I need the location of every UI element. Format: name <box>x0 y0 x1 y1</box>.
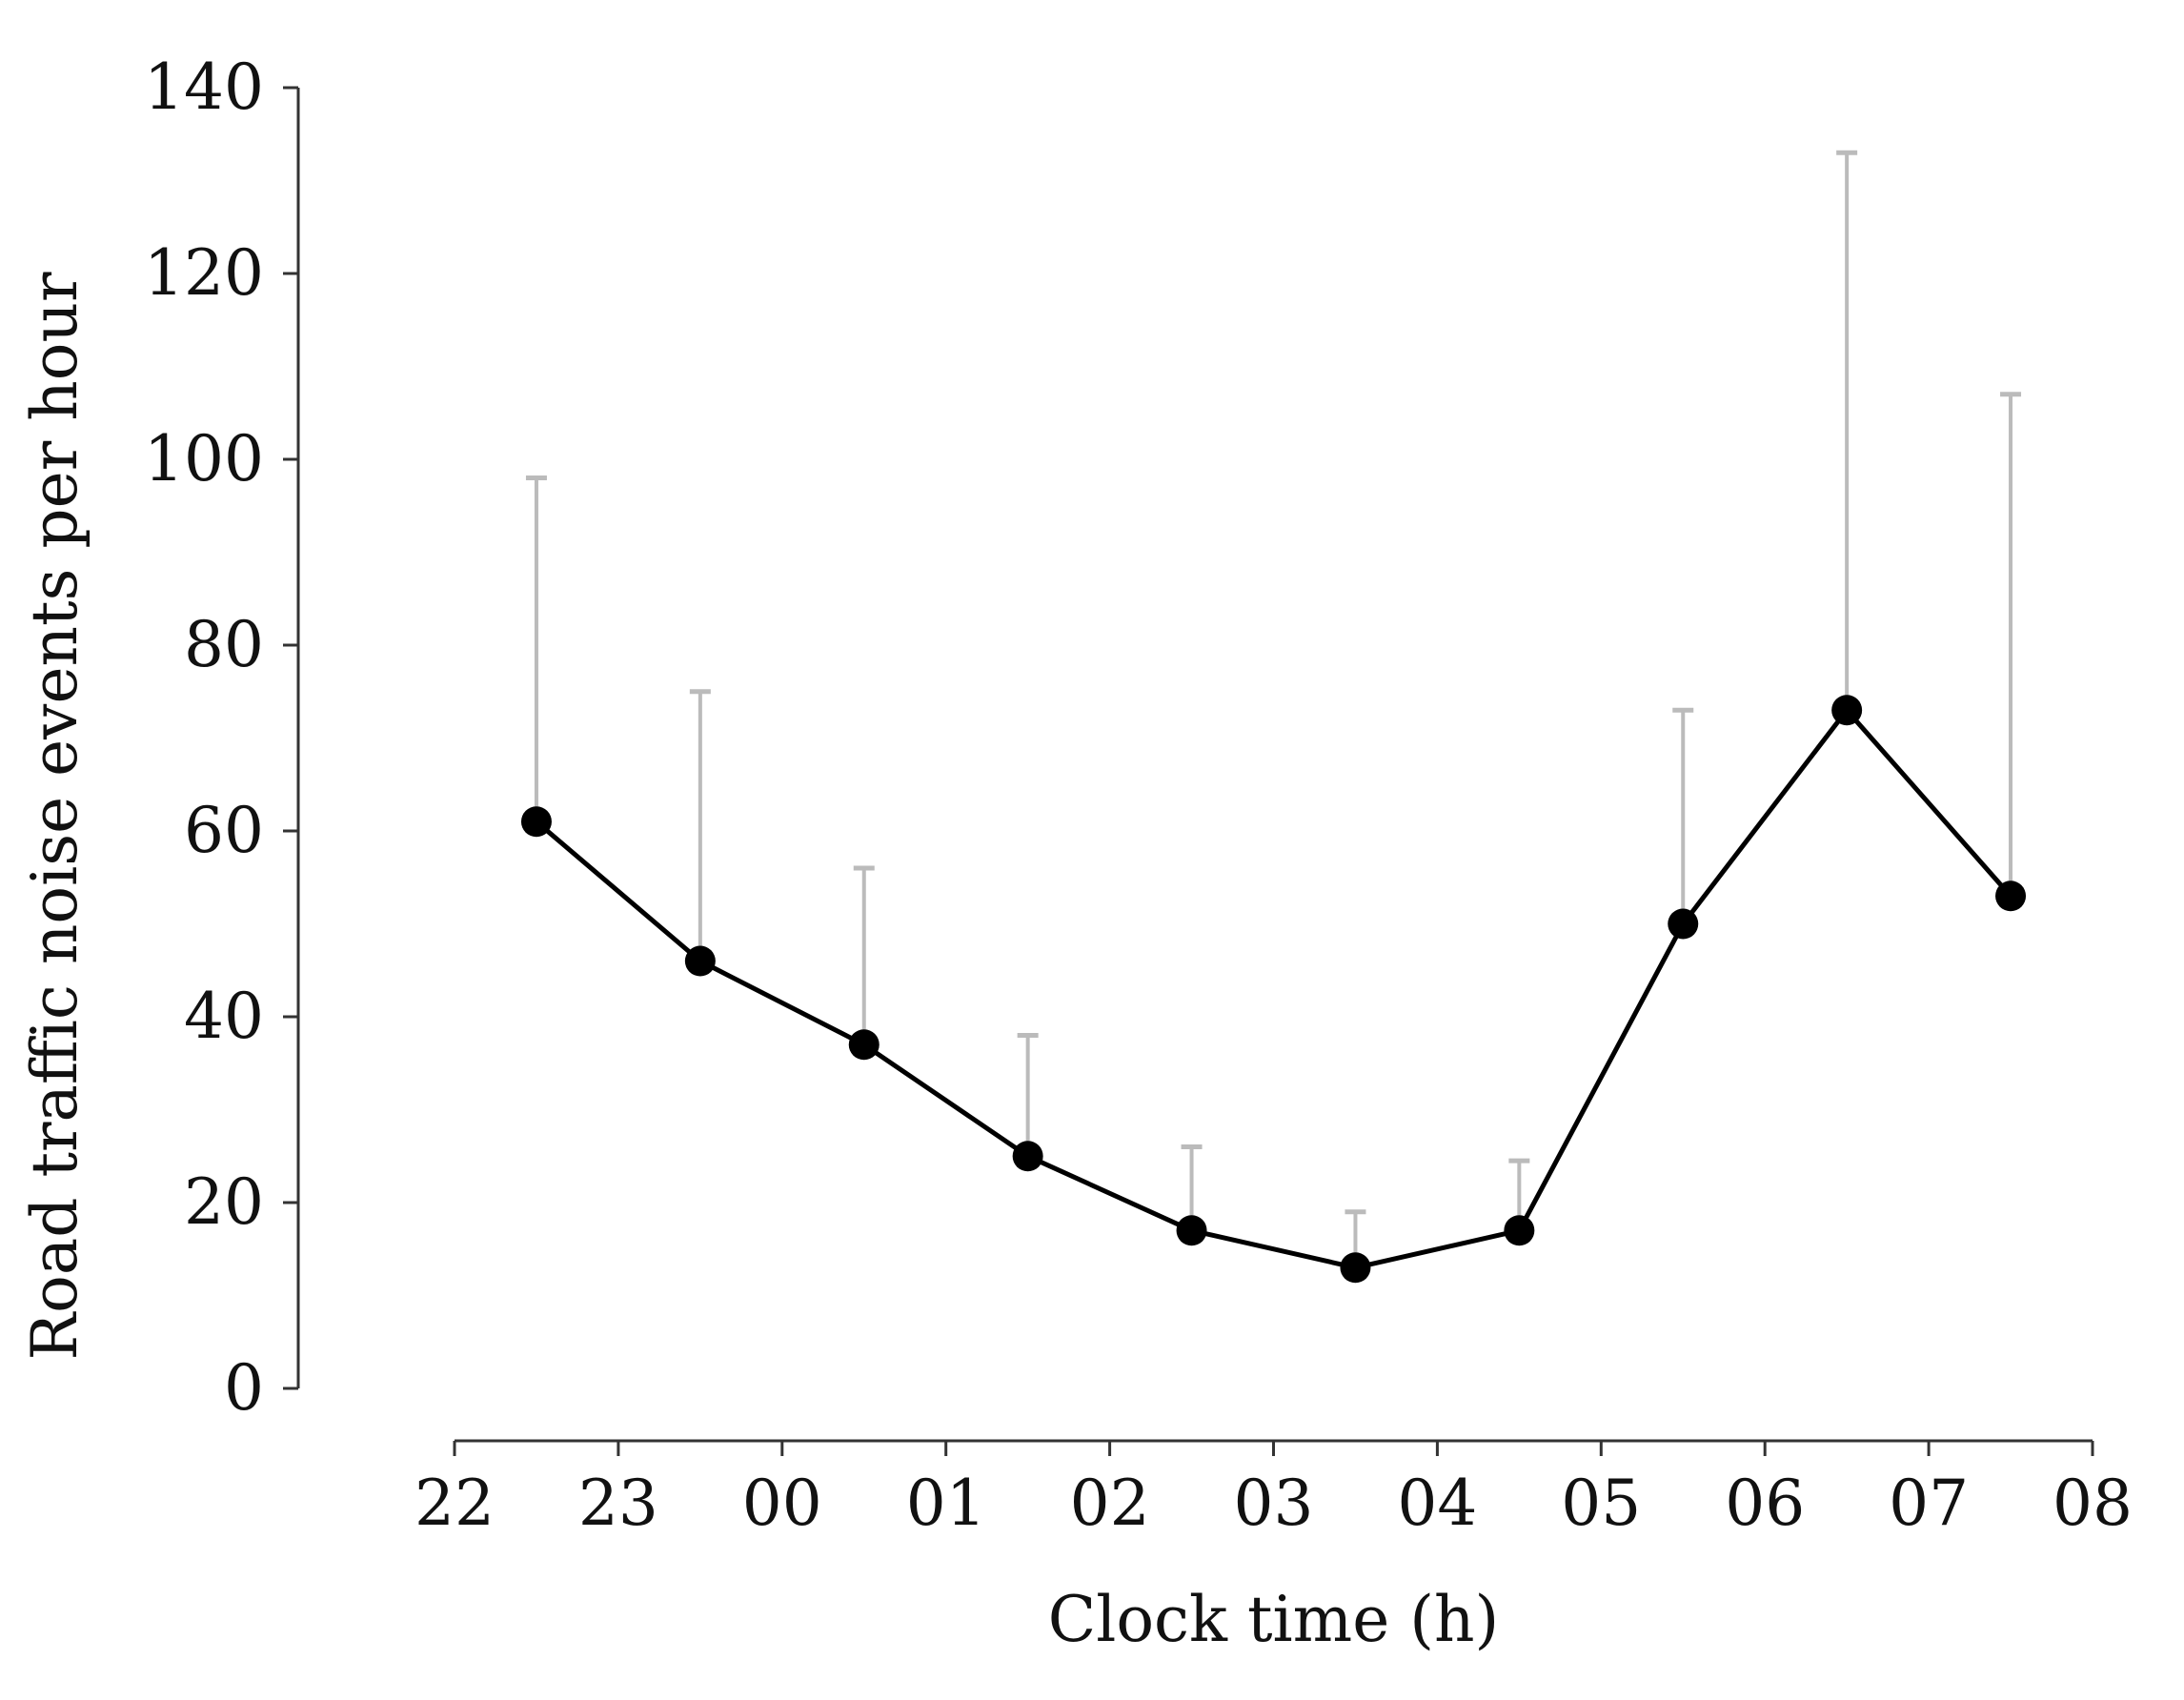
data-point <box>1340 1252 1371 1284</box>
x-axis: 22 23 00 01 02 03 04 05 06 07 08 <box>415 1439 2133 1540</box>
y-tick-label: 80 <box>184 608 264 681</box>
x-tick-label: 04 <box>1397 1467 1477 1540</box>
series-line <box>535 707 2012 1270</box>
data-point <box>1176 1215 1207 1246</box>
x-tick-label: 03 <box>1234 1467 1314 1540</box>
y-tick-label: 40 <box>184 980 264 1053</box>
x-tick-label: 05 <box>1561 1467 1641 1540</box>
x-tick-label: 06 <box>1725 1467 1805 1540</box>
y-tick-label: 100 <box>144 422 264 496</box>
y-tick-label: 0 <box>224 1351 264 1425</box>
x-tick-label: 02 <box>1070 1467 1150 1540</box>
error-bars <box>525 150 2022 1268</box>
x-tick-label: 22 <box>415 1467 495 1540</box>
y-tick-label: 120 <box>144 236 264 310</box>
data-point <box>1504 1215 1535 1246</box>
data-point <box>684 945 716 977</box>
x-tick-label: 23 <box>578 1467 658 1540</box>
y-tick-label: 140 <box>144 51 264 124</box>
x-tick-label: 08 <box>2053 1467 2133 1540</box>
x-tick-label: 00 <box>742 1467 822 1540</box>
series-path <box>535 707 2012 1270</box>
x-axis-title: Clock time (h) <box>1048 1583 1500 1656</box>
data-point <box>1668 908 1699 940</box>
data-point <box>848 1029 880 1061</box>
y-axis: 0 20 40 60 80 100 120 140 <box>144 51 300 1425</box>
data-point <box>520 806 552 838</box>
x-tick-label: 07 <box>1889 1467 1969 1540</box>
y-tick-label: 60 <box>184 794 264 867</box>
data-point <box>1831 695 1863 726</box>
data-points <box>520 695 2027 1284</box>
x-tick-label: 01 <box>906 1467 986 1540</box>
y-tick-label: 20 <box>184 1165 264 1239</box>
data-point <box>1012 1141 1043 1172</box>
y-axis-title: Road traffic noise events per hour <box>18 272 91 1360</box>
data-point <box>1995 880 2027 912</box>
